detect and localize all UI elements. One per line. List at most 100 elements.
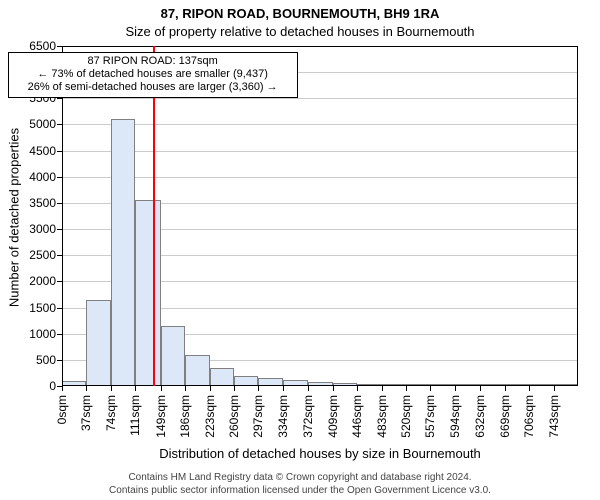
x-tick-mark: [308, 386, 309, 391]
x-tick-mark: [62, 386, 63, 391]
x-tick-label: 557sqm: [423, 395, 437, 455]
footer-line-2: Contains public sector information licen…: [0, 485, 600, 496]
chart-title-main: 87, RIPON ROAD, BOURNEMOUTH, BH9 1RA: [0, 6, 600, 21]
y-tick-label: 500: [16, 353, 56, 367]
x-tick-label: 632sqm: [473, 395, 487, 455]
histogram-bar: [333, 383, 357, 386]
x-tick-mark: [86, 386, 87, 391]
histogram-bar: [406, 384, 430, 386]
x-tick-label: 223sqm: [203, 395, 217, 455]
histogram-bar: [234, 376, 258, 386]
histogram-bar: [135, 200, 160, 386]
x-tick-mark: [430, 386, 431, 391]
histogram-bar: [86, 300, 110, 386]
x-tick-label: 260sqm: [227, 395, 241, 455]
histogram-bar: [308, 382, 332, 386]
y-tick-mark: [57, 177, 62, 178]
x-tick-label: 186sqm: [178, 395, 192, 455]
x-tick-mark: [210, 386, 211, 391]
y-tick-mark: [57, 203, 62, 204]
x-tick-label: 372sqm: [301, 395, 315, 455]
y-tick-mark: [57, 151, 62, 152]
x-tick-label: 743sqm: [547, 395, 561, 455]
x-tick-mark: [406, 386, 407, 391]
histogram-bar: [505, 384, 529, 386]
gridline: [62, 98, 578, 99]
y-tick-label: 4000: [16, 170, 56, 184]
y-tick-label: 1500: [16, 301, 56, 315]
histogram-bar: [382, 384, 406, 386]
x-tick-label: 706sqm: [522, 395, 536, 455]
gridline: [62, 151, 578, 152]
chart-title-sub: Size of property relative to detached ho…: [0, 24, 600, 39]
y-tick-label: 0: [16, 379, 56, 393]
annotation-line-2: ← 73% of detached houses are smaller (9,…: [15, 68, 291, 81]
histogram-bar: [62, 381, 86, 386]
x-tick-mark: [455, 386, 456, 391]
x-tick-mark: [480, 386, 481, 391]
y-tick-label: 3500: [16, 196, 56, 210]
x-tick-mark: [283, 386, 284, 391]
x-tick-mark: [258, 386, 259, 391]
y-tick-mark: [57, 124, 62, 125]
y-tick-label: 3000: [16, 222, 56, 236]
y-tick-mark: [57, 334, 62, 335]
annotation-line-1: 87 RIPON ROAD: 137sqm: [15, 55, 291, 68]
x-tick-label: 37sqm: [79, 395, 93, 455]
x-tick-mark: [135, 386, 136, 391]
y-tick-label: 5000: [16, 117, 56, 131]
y-tick-label: 1000: [16, 327, 56, 341]
y-tick-mark: [57, 98, 62, 99]
histogram-bar: [455, 384, 480, 386]
histogram-bar: [210, 368, 234, 386]
y-tick-label: 6500: [16, 39, 56, 53]
x-tick-mark: [357, 386, 358, 391]
gridline: [62, 177, 578, 178]
x-tick-mark: [554, 386, 555, 391]
x-tick-label: 149sqm: [154, 395, 168, 455]
y-tick-mark: [57, 229, 62, 230]
x-tick-label: 0sqm: [55, 395, 69, 455]
histogram-bar: [554, 384, 578, 386]
x-tick-label: 483sqm: [375, 395, 389, 455]
annotation-box: 87 RIPON ROAD: 137sqm← 73% of detached h…: [8, 52, 298, 98]
y-tick-mark: [57, 360, 62, 361]
y-tick-mark: [57, 308, 62, 309]
histogram-bar: [111, 119, 135, 386]
y-tick-label: 2500: [16, 248, 56, 262]
x-tick-label: 594sqm: [448, 395, 462, 455]
x-tick-label: 111sqm: [128, 395, 142, 455]
x-tick-label: 669sqm: [498, 395, 512, 455]
histogram-bar: [161, 326, 185, 386]
x-tick-mark: [382, 386, 383, 391]
gridline: [62, 124, 578, 125]
x-tick-mark: [234, 386, 235, 391]
y-tick-mark: [57, 281, 62, 282]
histogram-bar: [283, 380, 308, 386]
footer-line-1: Contains HM Land Registry data © Crown c…: [0, 472, 600, 483]
x-tick-label: 334sqm: [276, 395, 290, 455]
x-tick-label: 297sqm: [251, 395, 265, 455]
histogram-bar: [258, 378, 282, 386]
x-tick-mark: [111, 386, 112, 391]
chart-container: { "chart": { "type": "histogram", "title…: [0, 0, 600, 500]
x-tick-label: 409sqm: [326, 395, 340, 455]
x-tick-label: 446sqm: [350, 395, 364, 455]
y-tick-label: 2000: [16, 274, 56, 288]
x-tick-mark: [333, 386, 334, 391]
histogram-bar: [185, 355, 209, 386]
x-tick-mark: [505, 386, 506, 391]
y-tick-mark: [57, 255, 62, 256]
histogram-bar: [480, 384, 504, 386]
histogram-bar: [430, 384, 454, 386]
histogram-bar: [529, 384, 553, 386]
x-tick-mark: [161, 386, 162, 391]
x-tick-mark: [185, 386, 186, 391]
annotation-line-3: 26% of semi-detached houses are larger (…: [15, 81, 291, 94]
x-tick-label: 74sqm: [104, 395, 118, 455]
x-tick-label: 520sqm: [399, 395, 413, 455]
y-tick-label: 4500: [16, 144, 56, 158]
histogram-bar: [357, 384, 381, 386]
y-tick-mark: [57, 46, 62, 47]
x-tick-mark: [529, 386, 530, 391]
